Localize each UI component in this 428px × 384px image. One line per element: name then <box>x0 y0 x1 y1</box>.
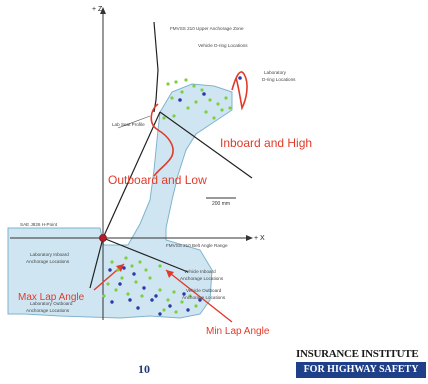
vehicle-d-ring-points <box>162 78 232 120</box>
vehicle-inboard-anchorage-points <box>102 256 162 298</box>
iihs-logo-bottom-text: FOR HIGHWAY SAFETY <box>296 362 426 378</box>
vehicle-d-ring-label: Vehicle D-ring Locations <box>198 43 248 48</box>
x-axis-arrow <box>246 235 253 241</box>
veh-outboard-label-line2: Anchorage Locations <box>182 295 226 300</box>
lab-seat-profile-label: Lab Seat Profile <box>112 122 145 127</box>
min-lap-angle-arrowhead <box>166 270 174 278</box>
veh-outboard-label-line1: Vehicle Outboard <box>186 288 222 293</box>
seat-profile-region <box>7 83 233 319</box>
outboard-and-low-label: Outboard and Low <box>108 173 207 187</box>
laboratory-d-ring-points <box>178 76 242 102</box>
lab-d-ring-label-line2: D-ring Locations <box>262 77 296 82</box>
torso-belt-line <box>102 111 161 239</box>
inboard-high-line <box>159 111 253 179</box>
upper-anchorage-zone-label: FMVSS 210 Upper Anchorage Zone <box>170 26 244 31</box>
inboard-high-annotation-loop <box>231 71 248 111</box>
max-lap-angle-arrowhead <box>116 264 124 272</box>
belt-angle-range-label: FMVSS 210 Belt Angle Range <box>166 243 228 248</box>
lab-outboard-label-line2: Anchorage Locations <box>26 308 70 313</box>
iihs-logo: INSURANCE INSTITUTE FOR HIGHWAY SAFETY <box>296 348 428 382</box>
min-lap-angle-line <box>102 237 189 273</box>
lab-inboard-label-line2: Anchorage Locations <box>26 259 70 264</box>
h-point-label: SAE J826 H-Point <box>20 222 58 227</box>
veh-inboard-label-line1: Vehicle Inboard <box>184 269 216 274</box>
laboratory-outboard-anchorage-points <box>154 292 202 316</box>
h-point-marker <box>99 234 107 242</box>
vehicle-outboard-anchorage-points <box>158 288 198 314</box>
max-lap-angle-line <box>89 237 104 289</box>
x-axis-label: + X <box>254 235 265 242</box>
veh-inboard-label-line2: Anchorage Locations <box>180 276 224 281</box>
min-lap-angle-label: Min Lap Angle <box>206 326 270 337</box>
page-number: 10 <box>138 362 150 376</box>
scale-bar-label: 200 mm <box>212 201 230 207</box>
lab-d-ring-label-line1: Laboratory <box>264 70 287 75</box>
lab-outboard-label-line1: Laboratory Outboard <box>30 301 73 306</box>
iihs-logo-top-text: INSURANCE INSTITUTE <box>296 348 419 360</box>
inboard-and-high-label: Inboard and High <box>220 136 312 150</box>
z-axis-arrow <box>100 7 106 14</box>
outboard-low-annotation-loop <box>150 103 174 177</box>
lab-seat-profile-pointer <box>117 115 151 129</box>
laboratory-inboard-anchorage-points <box>108 266 154 310</box>
lab-inboard-label-line1: Laboratory Inboard <box>30 252 69 257</box>
max-lap-angle-label: Max Lap Angle <box>18 292 85 303</box>
z-axis-label: + Z <box>92 6 103 13</box>
min-lap-angle-arrow <box>165 269 233 323</box>
